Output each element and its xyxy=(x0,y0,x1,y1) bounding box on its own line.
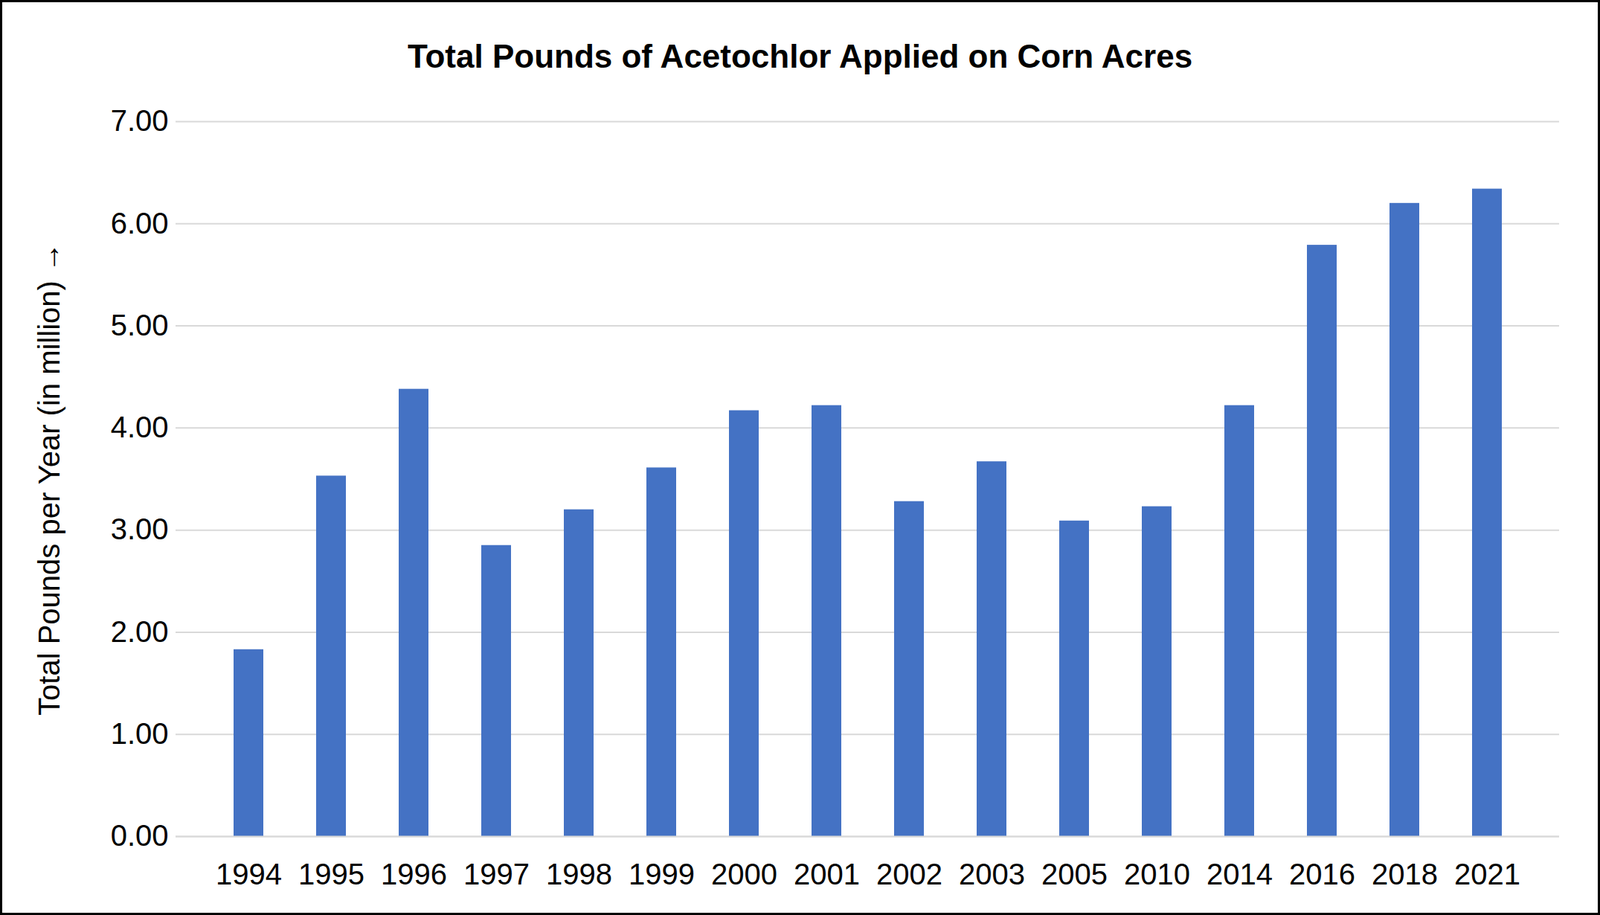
svg-text:1994: 1994 xyxy=(215,857,282,891)
html-text:Total Pounds of Acetochlor App: Total Pounds of Acetochlor Applied on Co… xyxy=(407,37,1193,75)
svg-text:2001: 2001 xyxy=(793,857,860,891)
svg-text:2005: 2005 xyxy=(1041,857,1108,891)
svg-text:2010: 2010 xyxy=(1123,857,1191,891)
svg-text:2003: 2003 xyxy=(958,857,1026,891)
svg-text:1996: 1996 xyxy=(380,857,448,891)
svg-text:2002: 2002 xyxy=(876,857,943,891)
svg-text:2016: 2016 xyxy=(1289,857,1356,891)
svg-text:2.00: 2.00 xyxy=(110,615,169,648)
svg-text:1999: 1999 xyxy=(628,857,695,891)
svg-text:3.00: 3.00 xyxy=(110,512,169,546)
svg-text:2018: 2018 xyxy=(1371,857,1438,891)
svg-text:2021: 2021 xyxy=(1454,857,1521,891)
svg-text:1995: 1995 xyxy=(298,857,365,891)
svg-text:2000: 2000 xyxy=(711,857,778,891)
svg-text:5.00: 5.00 xyxy=(110,308,169,342)
svg-text:6.00: 6.00 xyxy=(110,206,169,240)
svg-text:1998: 1998 xyxy=(545,857,613,891)
svg-text:4.00: 4.00 xyxy=(110,410,169,444)
svg-text:0.00: 0.00 xyxy=(110,818,169,852)
svg-text:1.00: 1.00 xyxy=(110,717,169,750)
svg-text:7.00: 7.00 xyxy=(110,104,169,137)
svg-text:2014: 2014 xyxy=(1206,857,1273,891)
svg-text:Total Pounds per Year (in mill: Total Pounds per Year (in million) → xyxy=(32,242,66,716)
svg-text:1997: 1997 xyxy=(463,857,530,891)
